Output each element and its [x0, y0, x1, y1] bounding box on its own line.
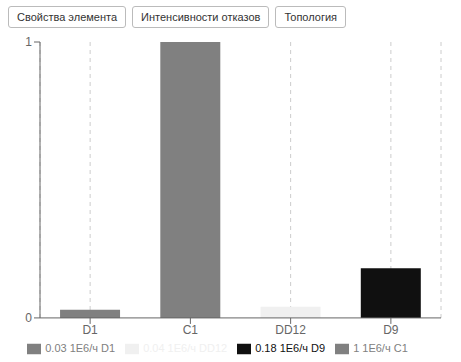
svg-text:D9: D9	[383, 323, 399, 337]
html-text:Свойства элемента: Свойства элемента	[17, 11, 118, 23]
svg-text:1: 1	[25, 35, 32, 49]
html-text:0.04 1E6/ч DD12: 0.04 1E6/ч DD12	[143, 341, 228, 354]
html-text:0.18 1E6/ч D9: 0.18 1E6/ч D9	[255, 341, 326, 354]
svg-text:DD12: DD12	[275, 323, 306, 337]
html-text:1 1E6/ч C1: 1 1E6/ч C1	[353, 341, 408, 354]
html-text:0.03 1E6/ч D1: 0.03 1E6/ч D1	[45, 341, 116, 354]
svg-text:C1: C1	[183, 323, 199, 337]
html-text:Интенсивности отказов: Интенсивности отказов	[141, 11, 261, 23]
svg-text:0: 0	[25, 311, 32, 325]
svg-text:D1: D1	[82, 323, 98, 337]
html-text:Топология: Топология	[284, 11, 337, 23]
